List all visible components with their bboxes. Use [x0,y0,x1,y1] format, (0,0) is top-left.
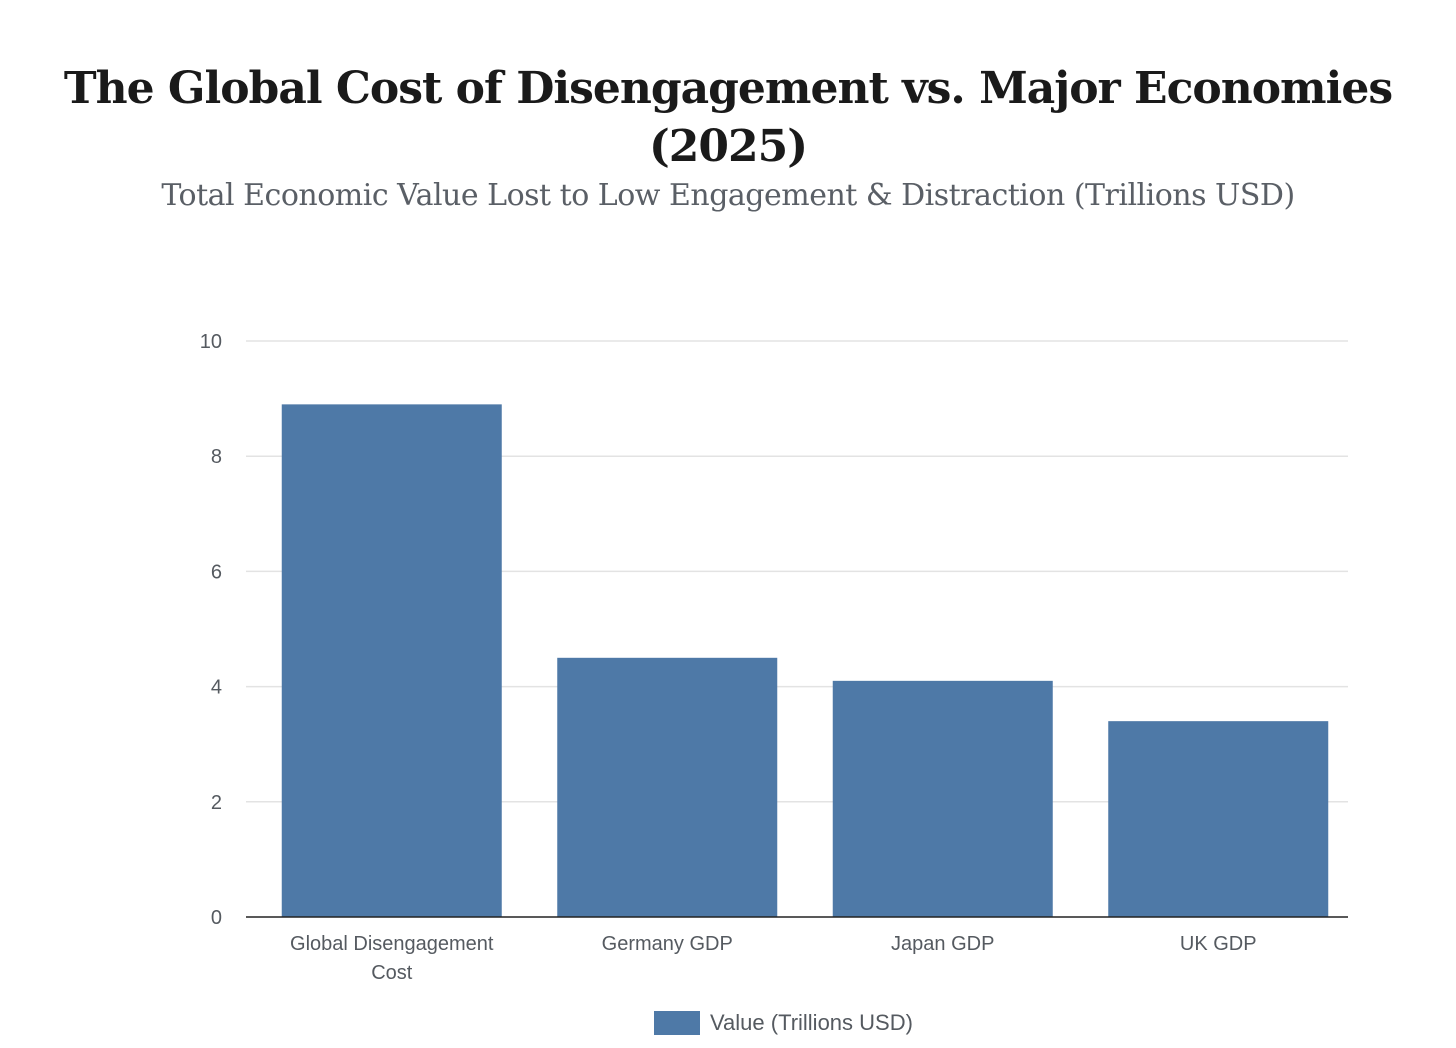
chart-subtitle: Total Economic Value Lost to Low Engagem… [161,178,1295,213]
x-tick-label-0-line-1: Cost [371,962,413,984]
chart-title: The Global Cost of Disengagement vs. Maj… [0,60,1456,176]
legend-swatch [654,1011,700,1035]
x-tick-label-0-line-0: Global Disengagement [290,933,494,955]
legend-label: Value (Trillions USD) [710,1010,913,1035]
chart-title-line-2: (2025) [648,121,808,172]
x-tick-label-3: UK GDP [1180,933,1257,955]
bar-0 [281,404,502,917]
legend[interactable]: Value (Trillions USD) [654,1010,913,1036]
bar-1 [557,657,778,917]
y-tick-label-0: 0 [211,907,222,929]
bar-3 [1108,721,1329,917]
y-tick-label-10: 10 [200,331,222,353]
x-tick-label-2: Japan GDP [891,933,994,955]
y-tick-label-4: 4 [211,677,222,699]
y-tick-label-6: 6 [211,561,222,583]
x-tick-label-1: Germany GDP [602,933,733,955]
bar-2 [832,680,1053,917]
y-tick-label-8: 8 [211,446,222,468]
chart-title-line-1: The Global Cost of Disengagement vs. Maj… [63,63,1393,114]
y-tick-label-2: 2 [211,792,222,814]
